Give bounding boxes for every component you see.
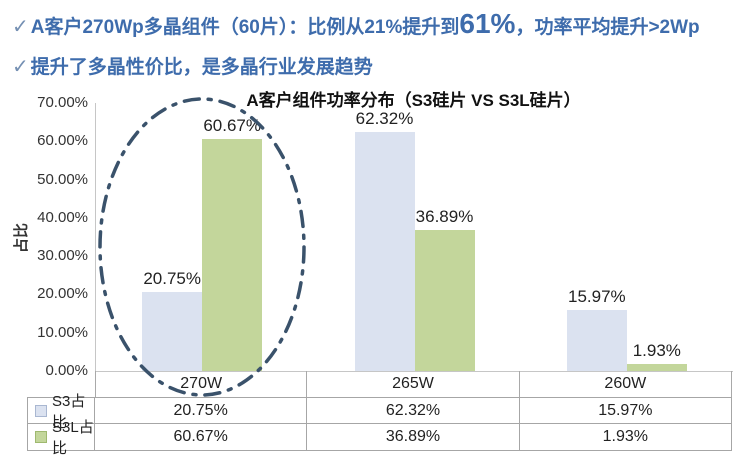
table-value-cell: 15.97% xyxy=(519,397,732,424)
y-tick-label: 40.00% xyxy=(37,208,88,226)
header-line-1: ✓ A客户270Wp多晶组件（60片）：比例从21%提升到61%，功率平均提升>2… xyxy=(12,8,700,40)
header-line-2: ✓ 提升了多晶性价比，是多晶行业发展趋势 xyxy=(12,52,373,79)
bar-S3占比-270W xyxy=(142,291,203,371)
legend-swatch-icon xyxy=(35,404,47,417)
bar-S3L占比-265W xyxy=(414,229,475,371)
legend-cell-S3L占比: S3L占比 xyxy=(27,419,95,457)
y-tick-label: 70.00% xyxy=(37,94,88,111)
bar-value-label: 1.93% xyxy=(632,340,681,360)
table-value-cell: 36.89% xyxy=(307,424,520,451)
table-value-cell: 60.67% xyxy=(95,424,308,451)
category-label-260W: 260W xyxy=(520,371,732,397)
header-line2-text: 提升了多晶性价比，是多晶行业发展趋势 xyxy=(30,57,373,78)
table-value-cell: 1.93% xyxy=(519,424,732,451)
legend-cell-S3占比: S3占比 xyxy=(27,393,95,431)
category-label-270W: 270W xyxy=(95,371,308,397)
header-line1-suffix: ，功率平均提升>2Wp xyxy=(515,17,700,38)
legend-label: S3L占比 xyxy=(52,419,94,457)
check-icon: ✓ xyxy=(12,56,29,78)
table-value-cell: 62.32% xyxy=(307,397,520,424)
chart-title: A客户组件功率分布（S3硅片 VS S3L硅片） xyxy=(246,91,581,110)
bar-value-label: 36.89% xyxy=(415,206,474,226)
plot-area: 20.75% 62.32% 15.97% 60.67% 36.89% 1.93% xyxy=(95,103,733,372)
y-tick-label: 20.00% xyxy=(37,285,88,303)
header-line1-text: A客户270Wp多晶组件（60片）：比例从21%提升到 xyxy=(30,17,460,38)
bar-S3占比-260W xyxy=(566,309,627,371)
table-value-cell: 20.75% xyxy=(95,397,308,424)
legend-label: S3占比 xyxy=(52,392,86,431)
bar-S3L占比-260W xyxy=(626,363,687,371)
y-tick-label: 30.00% xyxy=(37,247,88,265)
legend-swatch-icon xyxy=(35,431,47,443)
check-icon: ✓ xyxy=(12,16,29,38)
bar-S3L占比-270W xyxy=(202,138,263,371)
bar-value-label: 15.97% xyxy=(567,286,626,306)
y-tick-label: 0.00% xyxy=(45,362,88,379)
y-tick-label: 10.00% xyxy=(37,323,88,341)
y-tick-label: 60.00% xyxy=(37,132,88,150)
y-tick-label: 50.00% xyxy=(37,170,88,188)
bar-value-label: 62.32% xyxy=(355,109,414,129)
category-label-265W: 265W xyxy=(307,371,520,397)
header-line1-highlight: 61% xyxy=(459,8,516,39)
bar-value-label: 60.67% xyxy=(203,115,261,135)
bar-S3占比-265W xyxy=(354,132,415,371)
